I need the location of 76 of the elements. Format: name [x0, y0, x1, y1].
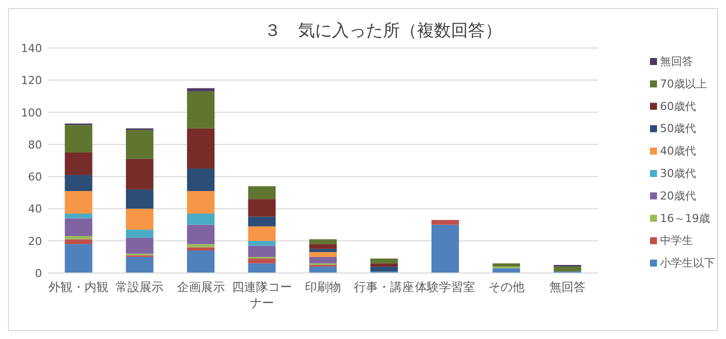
bar	[126, 130, 154, 159]
bar	[309, 239, 337, 244]
legend-label: 60歳代	[660, 100, 696, 113]
y-tick-label: 20	[28, 234, 42, 248]
bar	[64, 214, 92, 218]
bar	[431, 224, 459, 273]
y-tick-label: 120	[21, 74, 42, 88]
bar	[248, 258, 276, 264]
bar	[492, 268, 520, 273]
bar	[248, 216, 276, 226]
bar	[431, 220, 459, 225]
bar	[309, 266, 337, 273]
bar	[248, 263, 276, 273]
chart-title: ３ 気に入った所（複数回答）	[264, 21, 502, 41]
y-tick-label: 140	[21, 42, 42, 55]
bar	[309, 252, 337, 257]
bar	[248, 186, 276, 200]
bar	[64, 244, 92, 273]
bar	[370, 263, 398, 267]
bar	[64, 125, 92, 152]
legend-label: 無回答	[660, 55, 693, 68]
bar	[187, 191, 215, 214]
bar	[126, 208, 154, 230]
bar	[64, 236, 92, 240]
bar	[64, 191, 92, 214]
legend-label: 30歳代	[660, 167, 696, 180]
bar	[248, 246, 276, 257]
bar	[370, 266, 398, 272]
y-tick-label: 100	[21, 106, 42, 120]
x-tick-label: 常設展示	[116, 280, 164, 294]
x-tick-label: 四連隊コーナー	[232, 280, 292, 310]
bar	[126, 256, 154, 273]
bar	[187, 250, 215, 273]
bar	[64, 218, 92, 236]
x-tick-label: 印刷物	[305, 280, 341, 294]
bar	[370, 258, 398, 264]
legend-label: 20歳代	[660, 189, 696, 202]
bar	[187, 214, 215, 225]
bar	[187, 244, 215, 248]
legend-label: 16～19歳	[660, 212, 710, 225]
legend-label: 50歳代	[660, 122, 696, 136]
legend-label: 40歳代	[660, 144, 696, 158]
bar	[187, 88, 215, 92]
x-tick-label: 行事・講座	[354, 280, 414, 294]
bar	[309, 256, 337, 264]
bar	[64, 152, 92, 175]
bar	[64, 174, 92, 192]
x-tick-label: 体験学習室	[415, 280, 476, 294]
x-tick-label: 外観・内観	[48, 280, 109, 294]
x-tick-label: 企画展示	[176, 280, 225, 294]
bar	[64, 239, 92, 244]
y-tick-label: 80	[28, 138, 42, 152]
bar	[126, 238, 154, 254]
bar	[187, 224, 215, 244]
bar	[126, 230, 154, 238]
bar	[187, 128, 215, 169]
bar	[309, 248, 337, 252]
legend-label: 中学生	[660, 234, 693, 248]
bar	[248, 199, 276, 217]
bar	[187, 168, 215, 192]
y-tick-label: 60	[28, 170, 42, 184]
x-tick-label: その他	[488, 280, 524, 294]
bar	[126, 189, 154, 209]
bar	[492, 263, 520, 267]
bar	[187, 91, 215, 128]
bar	[248, 226, 276, 241]
y-tick-label: 0	[35, 267, 42, 280]
x-tick-label: 無回答	[549, 280, 586, 294]
bar	[187, 247, 215, 250]
legend-label: 小学生以下	[660, 256, 715, 270]
bar	[554, 266, 582, 272]
legend-label: 70歳以上	[660, 77, 707, 90]
y-tick-label: 40	[28, 202, 42, 216]
bar	[309, 244, 337, 249]
bar	[126, 158, 154, 190]
bar	[248, 240, 276, 246]
